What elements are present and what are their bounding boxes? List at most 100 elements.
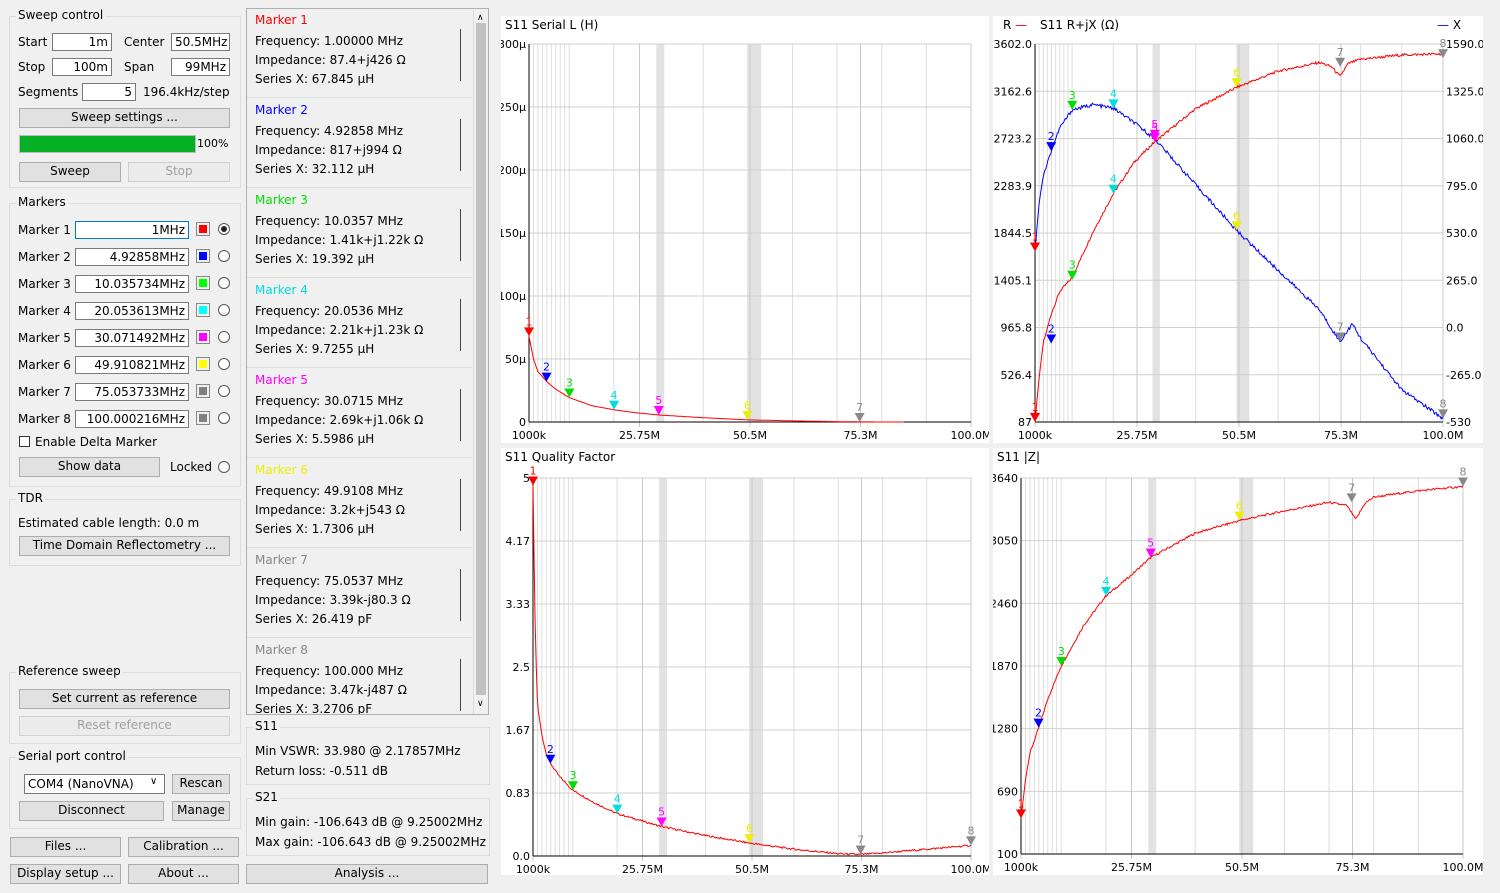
- files-button[interactable]: Files ...: [10, 837, 121, 857]
- start-label: Start: [18, 35, 48, 49]
- return-loss-text: Return loss: -0.511 dB: [255, 764, 389, 778]
- marker-details-scrollbar[interactable]: ∧ ∨: [473, 9, 488, 714]
- about-button[interactable]: About ...: [128, 864, 239, 884]
- sweep-button[interactable]: Sweep: [19, 162, 121, 182]
- marker-3-label: 3: [566, 377, 573, 390]
- rjx-chart-svg: 87526.4965.81405.11844.52283.92723.23162…: [994, 37, 1484, 442]
- y-tick-label: 1405.1: [994, 274, 1033, 287]
- analysis-button[interactable]: Analysis ...: [246, 864, 488, 884]
- y-tick-label: 1870: [993, 660, 1018, 673]
- marker-6-detail-title: Marker 6: [255, 463, 308, 477]
- manage-button[interactable]: Manage: [172, 801, 230, 821]
- marker-2-series-text: Series X: 32.112 μH: [255, 162, 375, 176]
- delta-marker-checkbox[interactable]: [19, 436, 30, 447]
- s21-summary-group: S21: [246, 790, 490, 856]
- marker-5-color-swatch: [199, 333, 207, 341]
- marker-3-triangle: [1056, 657, 1067, 666]
- display-setup-button[interactable]: Display setup ...: [10, 864, 121, 884]
- marker-3-select-radio[interactable]: [218, 277, 230, 289]
- marker-6-frequency-input[interactable]: 49.910821MHz: [75, 356, 189, 374]
- marker-8-impedance-text: Impedance: 3.47k-j487 Ω: [255, 683, 407, 697]
- center-input[interactable]: 50.5MHz: [171, 33, 230, 51]
- marker-6-label: 6: [1233, 66, 1240, 79]
- marker-1-color-swatch: [199, 225, 207, 233]
- marker-1-detail-divider: [460, 29, 461, 81]
- marker-2-label: 2: [543, 361, 550, 374]
- x-tick-label: 25.75M: [622, 863, 663, 875]
- stop-button[interactable]: Stop: [128, 162, 230, 182]
- marker-2-detail-title: Marker 2: [255, 103, 308, 117]
- scroll-up-icon[interactable]: ∧: [477, 13, 484, 23]
- y-right-tick-label: 265.0: [1446, 274, 1478, 287]
- marker-6-color-button[interactable]: [196, 357, 210, 371]
- marker-6-select-radio[interactable]: [218, 358, 230, 370]
- marker-8-triangle: [966, 836, 976, 846]
- marker-7-color-button[interactable]: [196, 384, 210, 398]
- reset-reference-button[interactable]: Reset reference: [19, 716, 230, 736]
- segments-input[interactable]: 5: [82, 83, 136, 101]
- scrollbar-thumb[interactable]: [476, 23, 486, 695]
- set-reference-button[interactable]: Set current as reference: [19, 689, 230, 709]
- marker-4-label: 4: [1103, 575, 1110, 588]
- x-tick-label: 1000k: [1018, 429, 1053, 442]
- x-tick-label: 75.3M: [844, 429, 878, 442]
- marker-2-color-button[interactable]: [196, 249, 210, 263]
- marker-8-color-button[interactable]: [196, 411, 210, 425]
- marker-1-triangle: [528, 476, 538, 486]
- marker-1-select-radio[interactable]: [218, 223, 230, 235]
- scroll-down-icon[interactable]: ∨: [477, 699, 484, 709]
- marker-7-label: Marker 7: [18, 385, 71, 399]
- y-tick-label: 50μ: [505, 353, 526, 366]
- marker-1-label: 1: [526, 315, 533, 328]
- marker-6-triangle: [744, 834, 755, 844]
- marker-7-select-radio[interactable]: [218, 385, 230, 397]
- marker-8-select-radio[interactable]: [218, 412, 230, 424]
- show-data-button[interactable]: Show data: [19, 457, 160, 477]
- disconnect-button[interactable]: Disconnect: [19, 801, 164, 821]
- span-input[interactable]: 99MHz: [171, 58, 230, 76]
- y-tick-label: 0: [519, 416, 526, 429]
- marker-3-color-button[interactable]: [196, 276, 210, 290]
- z-magnitude-chart-svg: 100 690 1280 1870 2460 3050 3640 1000k 25.75M 50.…: [993, 465, 1483, 874]
- marker-4-frequency-input[interactable]: 20.053613MHz: [75, 302, 189, 320]
- marker-4-label: 4: [611, 389, 618, 402]
- rescan-button[interactable]: Rescan: [172, 774, 230, 794]
- y-tick-label: 1.67: [506, 724, 531, 737]
- locked-radio[interactable]: [218, 461, 230, 473]
- tdr-button[interactable]: Time Domain Reflectometry ...: [19, 536, 230, 556]
- marker-5-label: 5: [1147, 537, 1154, 550]
- y-tick-label: 2723.2: [994, 133, 1033, 146]
- stop-input[interactable]: 100m: [52, 58, 112, 76]
- marker-5-select-radio[interactable]: [218, 331, 230, 343]
- marker-1-color-button[interactable]: [196, 222, 210, 236]
- marker-5-color-button[interactable]: [196, 330, 210, 344]
- marker-1-series-text: Series X: 67.845 μH: [255, 72, 375, 86]
- marker-3-frequency-input[interactable]: 10.035734MHz: [75, 275, 189, 293]
- y-right-tick-label: 0.0: [1446, 322, 1464, 335]
- marker-2-frequency-input[interactable]: 4.92858MHz: [75, 248, 189, 266]
- calibration-button[interactable]: Calibration ...: [128, 837, 239, 857]
- marker-5-frequency-input[interactable]: 30.071492MHz: [75, 329, 189, 347]
- marker-1-x-label: 1: [1032, 231, 1039, 244]
- marker-4-color-button[interactable]: [196, 303, 210, 317]
- y-right-tick-label: 1590.0: [1446, 38, 1483, 51]
- marker-2-select-radio[interactable]: [218, 250, 230, 262]
- marker-7-frequency-input[interactable]: 75.053733MHz: [75, 383, 189, 401]
- marker-2-label: 2: [547, 743, 554, 756]
- marker-4-label: Marker 4: [18, 304, 71, 318]
- sweep-control-title: Sweep control: [16, 8, 106, 22]
- sweep-settings-button[interactable]: Sweep settings ...: [19, 108, 230, 128]
- marker-1-triangle: [1016, 809, 1026, 819]
- marker-4-triangle: [1108, 184, 1119, 194]
- marker-4-impedance-text: Impedance: 2.21k+j1.23k Ω: [255, 323, 424, 337]
- marker-4-select-radio[interactable]: [218, 304, 230, 316]
- marker-7-triangle: [855, 845, 866, 855]
- marker-2-detail-divider: [460, 119, 461, 171]
- marker-1-frequency-input[interactable]: 1MHz: [75, 221, 189, 239]
- max-gain-text: Max gain: -106.643 dB @ 9.25002MHz: [255, 835, 486, 849]
- marker-8-frequency-input[interactable]: 100.000216MHz: [75, 410, 189, 428]
- start-input[interactable]: 1m: [52, 33, 112, 51]
- marker-1-frequency-text: Frequency: 1.00000 MHz: [255, 34, 404, 48]
- port-select[interactable]: COM4 (NanoVNA) ∨: [24, 774, 165, 794]
- marker-8-triangle: [1438, 49, 1448, 59]
